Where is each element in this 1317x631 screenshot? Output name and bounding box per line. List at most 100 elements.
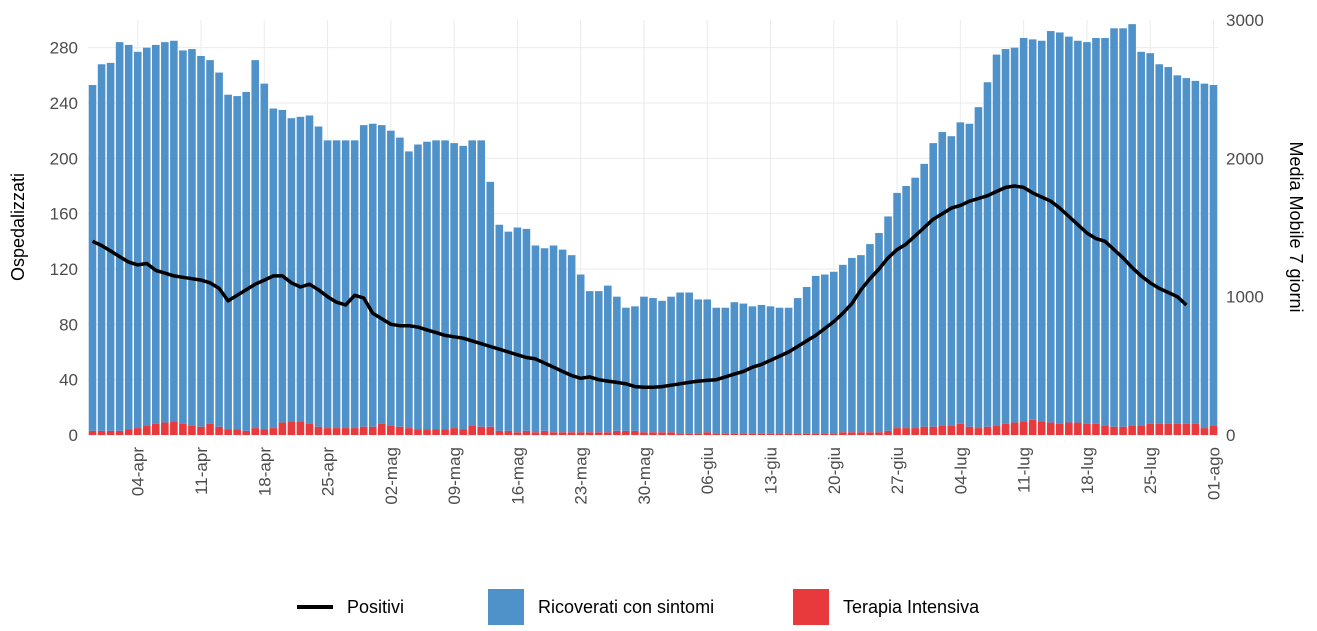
bar (604, 432, 612, 435)
bar (405, 151, 413, 429)
bar (1046, 422, 1055, 435)
y2-axis-title: Media Mobile 7 giorni (1286, 141, 1306, 312)
bar (875, 432, 883, 435)
bar (965, 123, 974, 427)
bar (613, 430, 621, 435)
bar (233, 96, 241, 430)
x-tick-label: 25-lug (1141, 447, 1160, 494)
x-tick-label: 18-apr (255, 447, 274, 496)
bar (567, 432, 576, 435)
bar (658, 300, 666, 433)
bar (712, 307, 721, 434)
bar (396, 426, 404, 435)
bar (387, 425, 395, 435)
bar (459, 429, 467, 435)
bar (884, 430, 892, 435)
bar (350, 140, 359, 429)
y-tick-label: 280 (50, 39, 78, 58)
bar (793, 298, 802, 434)
bar (314, 426, 323, 435)
x-tick-label: 06-giu (698, 447, 717, 494)
bar (839, 264, 847, 433)
bar (215, 72, 223, 427)
x-tick-label: 01-ago (1204, 447, 1223, 500)
y-tick-label: 40 (59, 371, 78, 390)
legend-label: Positivi (347, 597, 404, 617)
bar (161, 422, 169, 435)
bar (251, 60, 260, 429)
bar (694, 299, 702, 434)
bar (938, 132, 947, 426)
bar (1046, 31, 1055, 423)
bar (631, 430, 639, 435)
bar (531, 245, 540, 433)
y-tick-label: 80 (59, 315, 78, 334)
bar (649, 298, 657, 433)
bar (1200, 428, 1209, 435)
bar (88, 430, 97, 435)
bar (757, 433, 766, 435)
x-tick-label: 23-mag (572, 447, 591, 505)
bar (1001, 423, 1010, 435)
bar (983, 426, 992, 435)
bar (341, 140, 350, 429)
bar (278, 109, 287, 423)
bar (133, 428, 142, 435)
bar (441, 140, 449, 430)
bar (1092, 423, 1100, 435)
bar (170, 40, 178, 422)
bar (260, 83, 269, 430)
bar (820, 433, 829, 435)
bar (504, 231, 513, 431)
bar (323, 140, 332, 429)
x-tick-label: 18-lug (1078, 447, 1097, 494)
x-tick-label: 16-mag (508, 447, 527, 505)
bar (323, 428, 332, 435)
bar (1037, 421, 1046, 435)
bar (531, 432, 540, 435)
bar (161, 42, 169, 423)
bar (513, 227, 522, 433)
bar (350, 428, 359, 435)
bar (956, 122, 965, 424)
bar (287, 118, 296, 422)
line (91, 184, 1188, 390)
bar (450, 143, 458, 429)
bar (152, 44, 160, 424)
bar (748, 306, 757, 434)
bar (947, 136, 956, 426)
bar (522, 430, 531, 435)
bar (1164, 423, 1173, 435)
bar (387, 130, 395, 426)
bar (965, 426, 974, 435)
bar (730, 433, 739, 435)
bar (802, 433, 811, 435)
x-tick-label: 09-mag (445, 447, 464, 505)
y-axis-title: Ospedalizzati (8, 173, 28, 281)
bar (1191, 80, 1200, 424)
bar (839, 432, 847, 435)
bar (1083, 423, 1091, 435)
bar (495, 224, 504, 431)
bar (875, 233, 883, 433)
bar (631, 306, 639, 431)
y2-tick-label: 1000 (1226, 288, 1264, 307)
bar (676, 433, 684, 435)
bar (1209, 425, 1218, 435)
bar (468, 140, 476, 426)
bar (269, 108, 278, 429)
bar (1173, 75, 1182, 424)
bar (432, 429, 440, 435)
bar (802, 286, 811, 434)
bar (332, 140, 341, 429)
bar (1065, 36, 1073, 423)
bar (938, 425, 947, 435)
bar (224, 94, 232, 430)
bar (152, 423, 160, 435)
bar (188, 425, 196, 435)
bar (341, 428, 350, 435)
bar (1074, 422, 1082, 435)
bar (414, 144, 422, 430)
bar (378, 423, 386, 435)
